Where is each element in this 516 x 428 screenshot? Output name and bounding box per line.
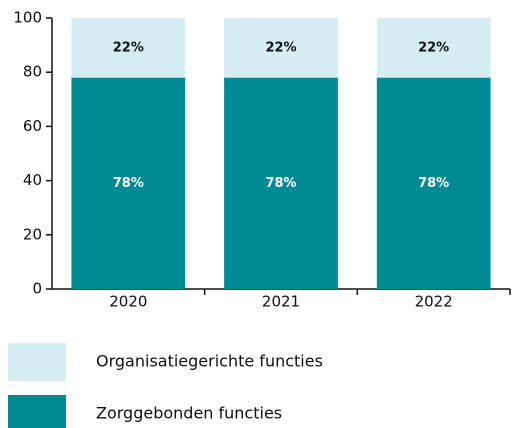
bar-segment — [71, 18, 186, 78]
y-tick-label: 0 — [32, 280, 42, 298]
legend-label: Zorggebonden functies — [96, 404, 282, 423]
value-label: 22% — [418, 40, 449, 55]
y-tick-label: 100 — [13, 9, 42, 27]
legend-swatch — [8, 395, 66, 428]
value-label: 78% — [418, 176, 449, 191]
bar-segment — [224, 77, 338, 290]
legend-label: Organisatiegerichte functies — [96, 352, 323, 371]
value-label: 78% — [265, 176, 296, 191]
x-tick-label: 2021 — [262, 293, 300, 311]
x-tick-label: 2020 — [109, 293, 147, 311]
bar-segment — [224, 18, 338, 78]
legend-swatch — [8, 343, 66, 381]
value-label: 22% — [265, 40, 296, 55]
x-tick-label: 2022 — [415, 293, 453, 311]
y-tick-label: 80 — [23, 63, 42, 81]
y-tick-label: 20 — [23, 225, 42, 243]
bar-segment — [376, 77, 491, 290]
y-tick-label: 40 — [23, 171, 42, 189]
bar-segment — [71, 77, 186, 290]
value-label: 22% — [113, 40, 144, 55]
y-tick-label: 60 — [23, 117, 42, 135]
value-label: 78% — [113, 176, 144, 191]
bar-segment — [376, 18, 491, 78]
